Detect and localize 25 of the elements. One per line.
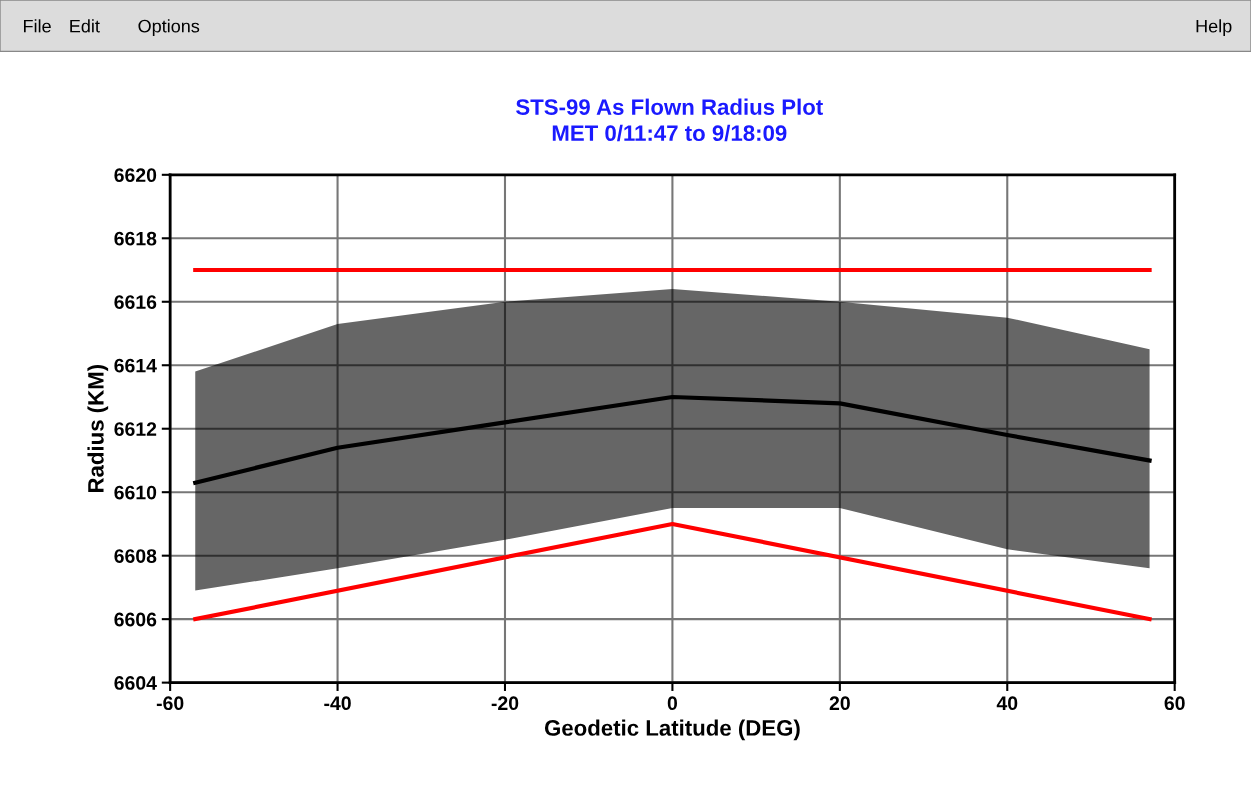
text: Options bbox=[138, 19, 200, 37]
y-tick-label: 6608 bbox=[114, 549, 157, 563]
x-tick-label: 0 bbox=[667, 696, 678, 711]
x-tick-label: 40 bbox=[996, 696, 1018, 711]
y-tick-label: 6612 bbox=[114, 422, 157, 436]
y-tick-label: 6604 bbox=[114, 676, 157, 690]
x-tick-label: -40 bbox=[324, 696, 351, 711]
x-axis-title: Geodetic Latitude (DEG) bbox=[544, 719, 800, 741]
x-tick-label: 60 bbox=[1164, 696, 1185, 711]
line-series bbox=[193, 394, 1152, 485]
y-tick-label: 6614 bbox=[114, 358, 157, 373]
y-tick-label: 6618 bbox=[114, 231, 157, 246]
y-tick-label: 6610 bbox=[114, 485, 157, 500]
chart-subtitle: MET 0/11:47 to 9/18:09 bbox=[552, 124, 787, 142]
x-tick-label: 20 bbox=[829, 696, 850, 711]
x-tick-label: -60 bbox=[156, 696, 184, 711]
text: Help bbox=[1196, 19, 1232, 37]
chart-title: STS-99 As Flown Radius Plot bbox=[516, 98, 823, 115]
y-tick-label: 6606 bbox=[114, 612, 157, 627]
text: File bbox=[24, 19, 51, 33]
y-tick-label: 6620 bbox=[114, 168, 157, 183]
y-axis-title: Radius (KM) bbox=[87, 365, 109, 493]
y-tick-label: 6616 bbox=[114, 295, 157, 309]
text: Edit bbox=[70, 19, 100, 33]
x-tick-label: -20 bbox=[491, 696, 519, 711]
